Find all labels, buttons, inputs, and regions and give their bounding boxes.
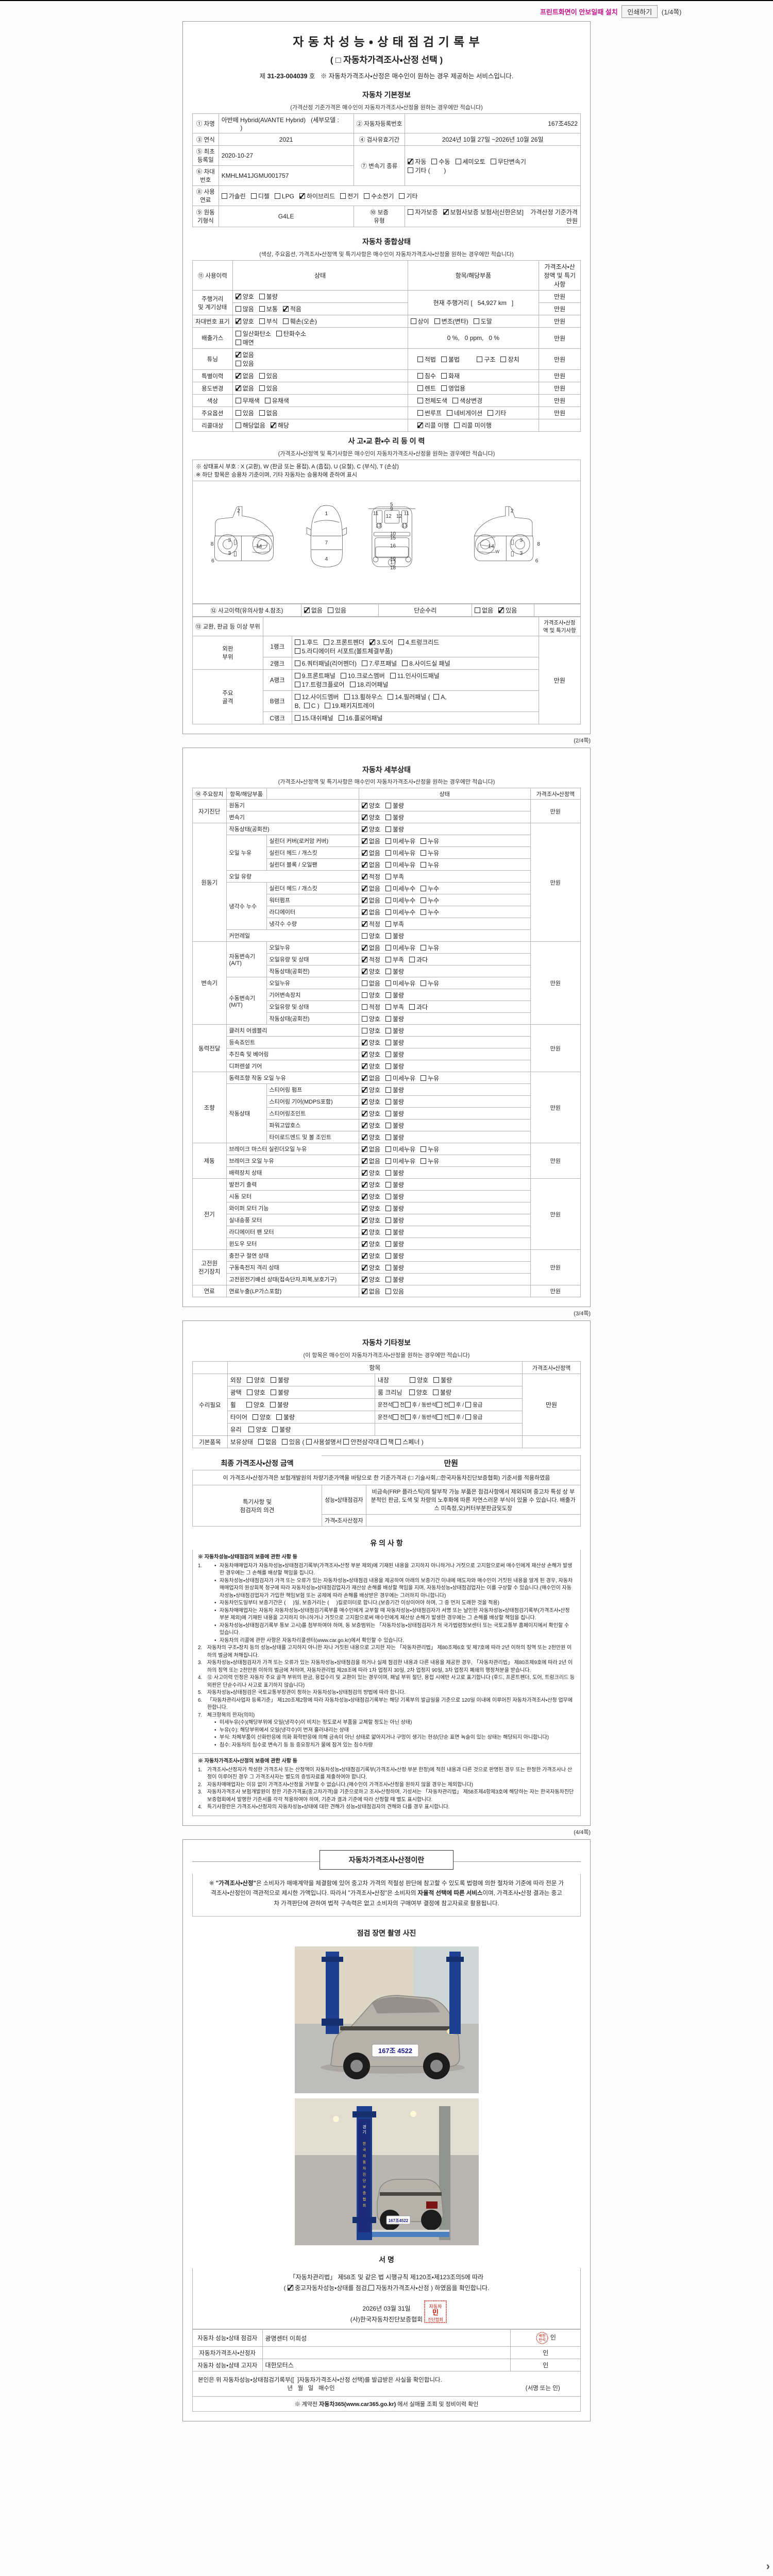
svg-text:8: 8	[537, 541, 540, 547]
svg-text:한: 한	[362, 2142, 366, 2146]
svg-text:15: 15	[390, 535, 396, 541]
svg-text:14: 14	[256, 543, 262, 549]
svg-text:6: 6	[535, 558, 539, 564]
svg-text:8: 8	[211, 541, 214, 547]
svg-text:18: 18	[390, 565, 396, 571]
svg-text:경: 경	[362, 2124, 366, 2129]
svg-text:3: 3	[519, 537, 523, 543]
svg-text:2: 2	[511, 507, 514, 514]
svg-text:W: W	[495, 549, 499, 554]
svg-text:기: 기	[362, 2130, 366, 2134]
svg-text:4: 4	[325, 556, 328, 562]
svg-text:협: 협	[362, 2197, 365, 2201]
svg-text:11: 11	[373, 511, 378, 516]
svg-text:3: 3	[228, 550, 231, 556]
svg-text:회: 회	[362, 2204, 365, 2208]
svg-text:3: 3	[228, 537, 231, 543]
svg-text:11: 11	[404, 511, 409, 516]
svg-text:9: 9	[390, 506, 393, 512]
svg-text:12: 12	[396, 514, 402, 519]
svg-text:167조 4522: 167조 4522	[378, 2047, 412, 2055]
svg-text:동: 동	[362, 2160, 366, 2164]
svg-text:1: 1	[325, 511, 328, 517]
svg-text:차: 차	[362, 2166, 366, 2171]
svg-text:보: 보	[362, 2185, 366, 2189]
svg-text:3: 3	[519, 550, 523, 556]
svg-text:6: 6	[211, 558, 214, 564]
svg-text:16: 16	[390, 544, 396, 549]
svg-text:13: 13	[402, 523, 408, 529]
svg-text:국: 국	[362, 2148, 366, 2152]
svg-text:진단협회: 진단협회	[428, 2317, 443, 2322]
svg-text:민: 민	[432, 2309, 439, 2316]
svg-text:2: 2	[237, 507, 240, 514]
svg-text:14: 14	[488, 543, 494, 549]
svg-text:자: 자	[362, 2154, 366, 2158]
svg-text:12: 12	[386, 514, 392, 519]
svg-text:단: 단	[362, 2178, 366, 2183]
svg-text:진: 진	[362, 2172, 365, 2177]
svg-text:배정: 배정	[539, 2333, 545, 2338]
svg-text:7: 7	[325, 539, 328, 546]
svg-text:민석: 민석	[539, 2337, 545, 2342]
svg-text:13: 13	[376, 523, 381, 529]
svg-text:증: 증	[362, 2191, 366, 2195]
svg-text:167조4522: 167조4522	[388, 2218, 408, 2223]
